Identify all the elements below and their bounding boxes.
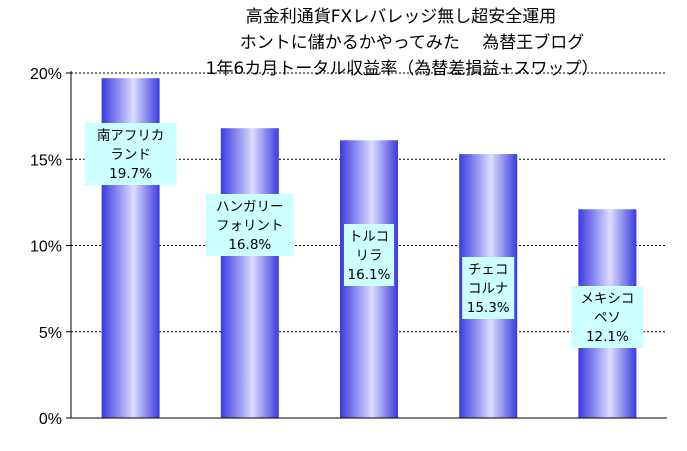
y-tick-label: 5% (39, 325, 62, 342)
data-label-value: 15.3% (467, 300, 510, 316)
data-label-box (205, 194, 294, 256)
data-label-box (84, 123, 177, 185)
data-label-category: 南アフリカ (97, 128, 165, 144)
chart-title-line: 1年6カ月トータル収益率（為替差損益+スワップ） (206, 59, 599, 79)
data-label-category: メキシコ (580, 291, 634, 307)
data-label-category: ランド (110, 147, 151, 163)
y-tick-labels: 0% 5% 10% 15% 20% (30, 66, 71, 428)
data-label-category: チェコ (468, 262, 509, 278)
data-label-value: 19.7% (109, 166, 152, 182)
data-label-category: リラ (356, 248, 383, 264)
bar (220, 128, 279, 418)
data-label-category: ハンガリー (216, 199, 284, 215)
data-label-value: 16.1% (348, 267, 391, 283)
data-label-category: コルナ (468, 281, 509, 297)
chart-title-line: 高金利通貨FXレバレッジ無し超安全運用 (246, 7, 556, 27)
data-label-category: トルコ (349, 229, 389, 245)
data-label-category: フォリント (216, 218, 284, 234)
y-tick-label: 20% (30, 66, 62, 83)
chart-title-line: ホントに儲かるかやってみた 為替王ブログ (240, 32, 585, 53)
data-label-box (344, 224, 394, 286)
data-label-value: 16.8% (228, 237, 271, 253)
y-tick-label: 10% (30, 239, 62, 256)
y-tick-label: 0% (39, 411, 62, 428)
data-label-box (571, 286, 644, 348)
data-label-value: 12.1% (586, 329, 629, 345)
y-tick-label: 15% (30, 152, 62, 169)
data-label-box (462, 257, 515, 319)
data-label-category: ペソ (594, 310, 621, 326)
axes (70, 71, 667, 419)
